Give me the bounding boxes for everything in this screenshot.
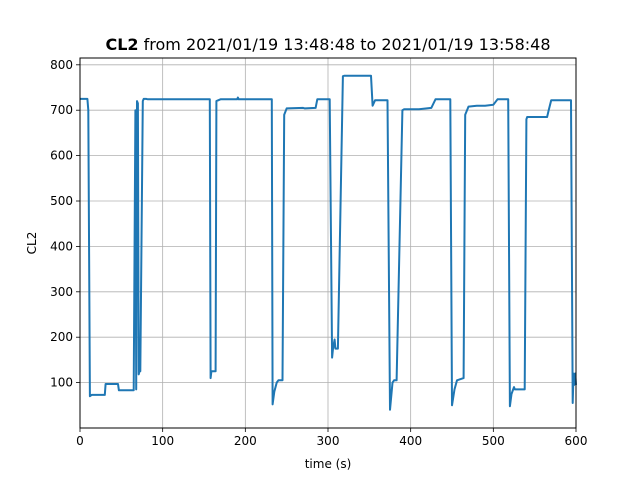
x-tick-label: 300: [317, 434, 340, 448]
x-tick-label: 500: [482, 434, 505, 448]
chart-title: CL2 from 2021/01/19 13:48:48 to 2021/01/…: [105, 35, 550, 54]
x-tick-label: 200: [234, 434, 257, 448]
chart-title-series: CL2: [105, 35, 138, 54]
grid: [79, 58, 577, 428]
series-layer: [80, 74, 577, 411]
y-tick-label: 100: [50, 376, 73, 390]
y-tick-label: 700: [50, 103, 73, 117]
y-tick-label: 500: [50, 194, 73, 208]
x-tick-label: 400: [399, 434, 422, 448]
axis-ticks: 0 100 200 300 400 500 600 100 200 300 400 500 600 700…: [50, 58, 587, 448]
y-tick-label: 600: [50, 149, 73, 163]
y-tick-label: 300: [50, 285, 73, 299]
y-tick-label: 200: [50, 330, 73, 344]
x-tick-label: 100: [151, 434, 174, 448]
series-line: [80, 74, 577, 411]
x-axis-label: time (s): [305, 457, 352, 471]
y-axis-label: CL2: [25, 232, 39, 255]
x-tick-label: 0: [76, 434, 84, 448]
y-tick-label: 800: [50, 58, 73, 72]
y-tick-label: 400: [50, 239, 73, 253]
x-tick-label: 600: [565, 434, 588, 448]
chart-title-range: from 2021/01/19 13:48:48 to 2021/01/19 1…: [139, 35, 551, 54]
